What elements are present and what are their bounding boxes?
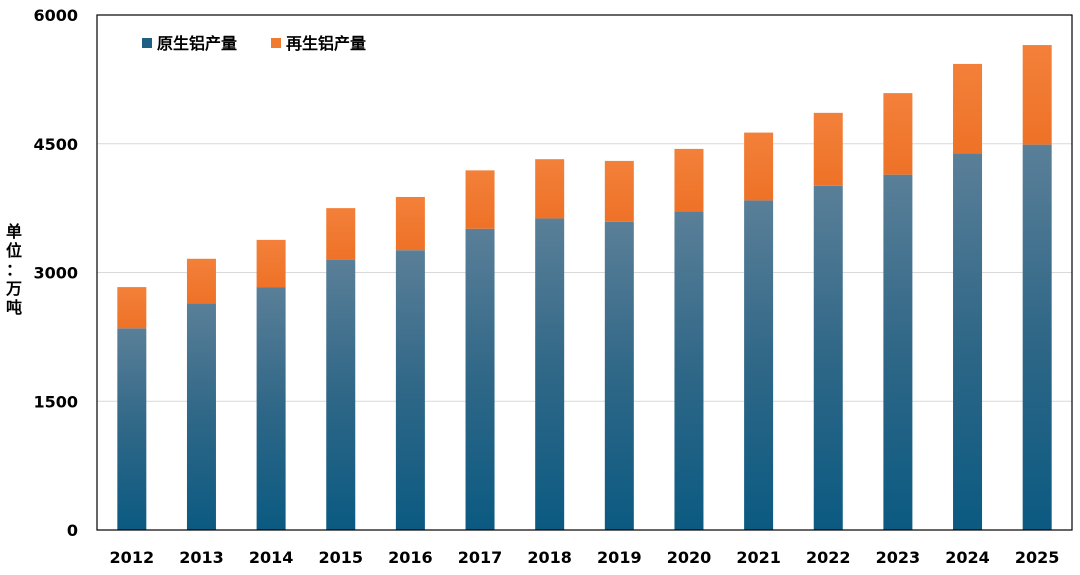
y-tick-label: 6000 xyxy=(33,6,78,25)
legend-swatch-recycled xyxy=(271,38,281,48)
bar-primary-aluminum xyxy=(117,328,147,530)
bar-recycled-aluminum xyxy=(326,208,356,260)
x-tick-label: 2018 xyxy=(527,548,572,567)
x-tick-label: 2015 xyxy=(318,548,363,567)
x-tick-label: 2019 xyxy=(597,548,642,567)
bar-primary-aluminum xyxy=(186,303,216,530)
bar-primary-aluminum xyxy=(256,287,286,530)
bar-primary-aluminum xyxy=(883,174,913,530)
x-tick-label: 2022 xyxy=(806,548,851,567)
bar-primary-aluminum xyxy=(326,259,356,530)
bar-recycled-aluminum xyxy=(535,159,565,219)
bars-group xyxy=(117,45,1052,531)
bar-recycled-aluminum xyxy=(1022,45,1052,145)
bar-primary-aluminum xyxy=(674,211,704,530)
x-tick-label: 2017 xyxy=(458,548,503,567)
bar-recycled-aluminum xyxy=(465,170,495,229)
bar-recycled-aluminum xyxy=(186,258,216,304)
bar-recycled-aluminum xyxy=(674,148,704,212)
bar-primary-aluminum xyxy=(813,185,843,530)
bar-recycled-aluminum xyxy=(953,63,983,154)
y-axis-label-char: ： xyxy=(6,260,22,279)
x-tick-label: 2024 xyxy=(945,548,990,567)
bar-primary-aluminum xyxy=(604,221,634,530)
plot-frame xyxy=(96,14,1073,531)
y-tick-label: 3000 xyxy=(33,264,78,283)
legend-label-primary: 原生铝产量 xyxy=(157,34,237,53)
y-tick-label: 0 xyxy=(67,521,78,540)
x-tick-label: 2021 xyxy=(736,548,781,567)
y-axis-ticks: 0 1500 3000 4500 6000 xyxy=(33,6,78,540)
y-axis-label-char: 万 xyxy=(5,279,22,298)
bar-primary-aluminum xyxy=(744,200,774,530)
x-tick-label: 2016 xyxy=(388,548,433,567)
legend-label-recycled: 再生铝产量 xyxy=(286,34,366,53)
y-axis-label-char: 单 xyxy=(6,222,22,241)
bar-recycled-aluminum xyxy=(813,112,843,186)
bar-primary-aluminum xyxy=(1022,144,1052,530)
bar-primary-aluminum xyxy=(953,153,983,531)
gridlines xyxy=(97,143,1072,402)
bar-primary-aluminum xyxy=(395,250,425,530)
legend-swatch-primary xyxy=(142,38,152,48)
x-tick-label: 2012 xyxy=(110,548,155,567)
bar-recycled-aluminum xyxy=(604,160,634,222)
bar-recycled-aluminum xyxy=(883,93,913,175)
y-tick-label: 4500 xyxy=(33,135,78,154)
bar-primary-aluminum xyxy=(465,228,495,530)
bar-recycled-aluminum xyxy=(744,132,774,201)
bar-recycled-aluminum xyxy=(117,287,147,329)
x-axis-ticks: 2012 2013 2014 2015 2016 2017 2018 2019 2020 2021… xyxy=(110,548,1060,567)
x-tick-label: 2013 xyxy=(179,548,224,567)
legend: 原生铝产量 再生铝产量 xyxy=(142,34,366,53)
y-axis-label: 单位：万吨 xyxy=(5,222,22,317)
y-axis-label-char: 位 xyxy=(6,241,22,260)
y-tick-label: 1500 xyxy=(33,392,78,411)
x-tick-label: 2014 xyxy=(249,548,294,567)
bar-recycled-aluminum xyxy=(395,196,425,251)
x-tick-label: 2023 xyxy=(876,548,921,567)
bar-primary-aluminum xyxy=(535,218,565,531)
x-tick-label: 2025 xyxy=(1015,548,1060,567)
bar-recycled-aluminum xyxy=(256,239,286,288)
x-tick-label: 2020 xyxy=(667,548,712,567)
y-axis-label-char: 吨 xyxy=(6,298,22,317)
